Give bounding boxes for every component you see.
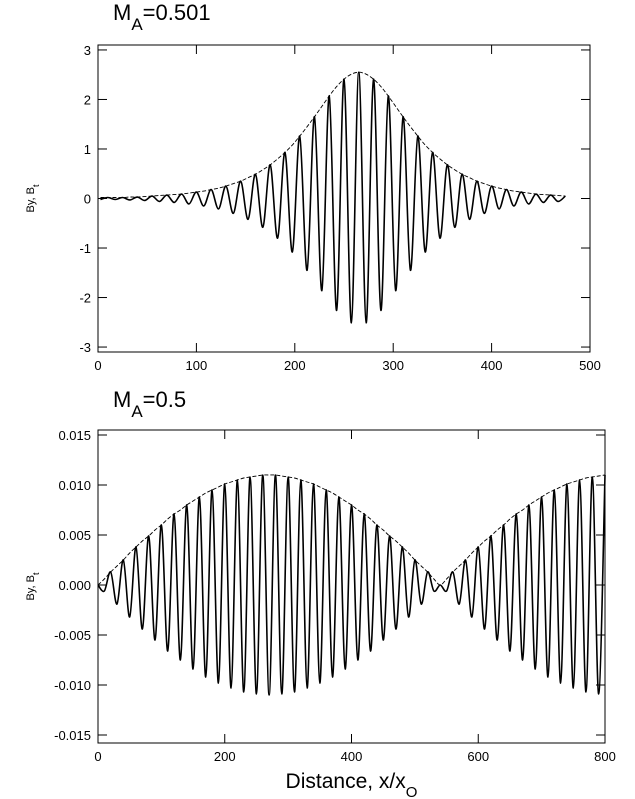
x-tick-label: 0 xyxy=(94,749,101,764)
y-axis-label-part: By, B xyxy=(25,187,37,212)
x-tick-label: 300 xyxy=(382,358,404,373)
plot-frame xyxy=(97,44,591,353)
chart-title-part: A xyxy=(131,15,143,34)
y-tick-label: 0.000 xyxy=(58,578,91,593)
x-tick-label: 500 xyxy=(579,358,601,373)
chart-title-part: =0.5 xyxy=(143,387,186,412)
x-tick-label: 200 xyxy=(214,749,236,764)
y-axis-label: By, Bt xyxy=(25,184,41,212)
y-axis-label-part: By, B xyxy=(25,575,37,600)
y-tick-label: -0.010 xyxy=(54,678,91,693)
x-tick-label: 800 xyxy=(594,749,616,764)
x-tick-label: 400 xyxy=(481,358,503,373)
chart-title-part: M xyxy=(113,387,131,412)
x-axis-label-part: Distance, x/x xyxy=(286,770,407,793)
plot-frame xyxy=(97,429,606,744)
chart-title: MA=0.501 xyxy=(113,0,211,34)
x-axis-label: Distance, x/xO xyxy=(286,770,418,799)
y-tick-label: -0.015 xyxy=(54,728,91,743)
y-tick-label: 3 xyxy=(84,43,91,58)
y-tick-label: 1 xyxy=(84,142,91,157)
y-tick-label: 0.005 xyxy=(58,528,91,543)
x-tick-label: 100 xyxy=(186,358,208,373)
wave-line xyxy=(97,474,606,696)
chart-title: MA=0.5 xyxy=(113,387,186,421)
y-tick-label: 0.015 xyxy=(58,428,91,443)
x-tick-label: 600 xyxy=(467,749,489,764)
x-axis-label-part: O xyxy=(406,784,418,799)
y-tick-label: 0 xyxy=(84,192,91,207)
envelope-line xyxy=(97,474,606,586)
wave-line xyxy=(100,71,566,324)
chart-title-part: A xyxy=(131,402,143,421)
y-tick-label: -1 xyxy=(79,241,91,256)
envelope-line xyxy=(100,71,566,198)
y-tick-label: -0.005 xyxy=(54,628,91,643)
chart-title-part: M xyxy=(113,0,131,25)
y-tick-label: -3 xyxy=(79,340,91,355)
chart-title-part: =0.501 xyxy=(143,0,211,25)
x-tick-label: 200 xyxy=(284,358,306,373)
y-tick-label: -2 xyxy=(79,291,91,306)
y-tick-label: 0.010 xyxy=(58,478,91,493)
x-tick-label: 0 xyxy=(94,358,101,373)
y-axis-label-part: t xyxy=(31,572,41,575)
y-axis-label: By, Bt xyxy=(25,572,41,600)
x-tick-label: 400 xyxy=(341,749,363,764)
y-tick-label: 2 xyxy=(84,92,91,107)
y-axis-label-part: t xyxy=(31,184,41,187)
